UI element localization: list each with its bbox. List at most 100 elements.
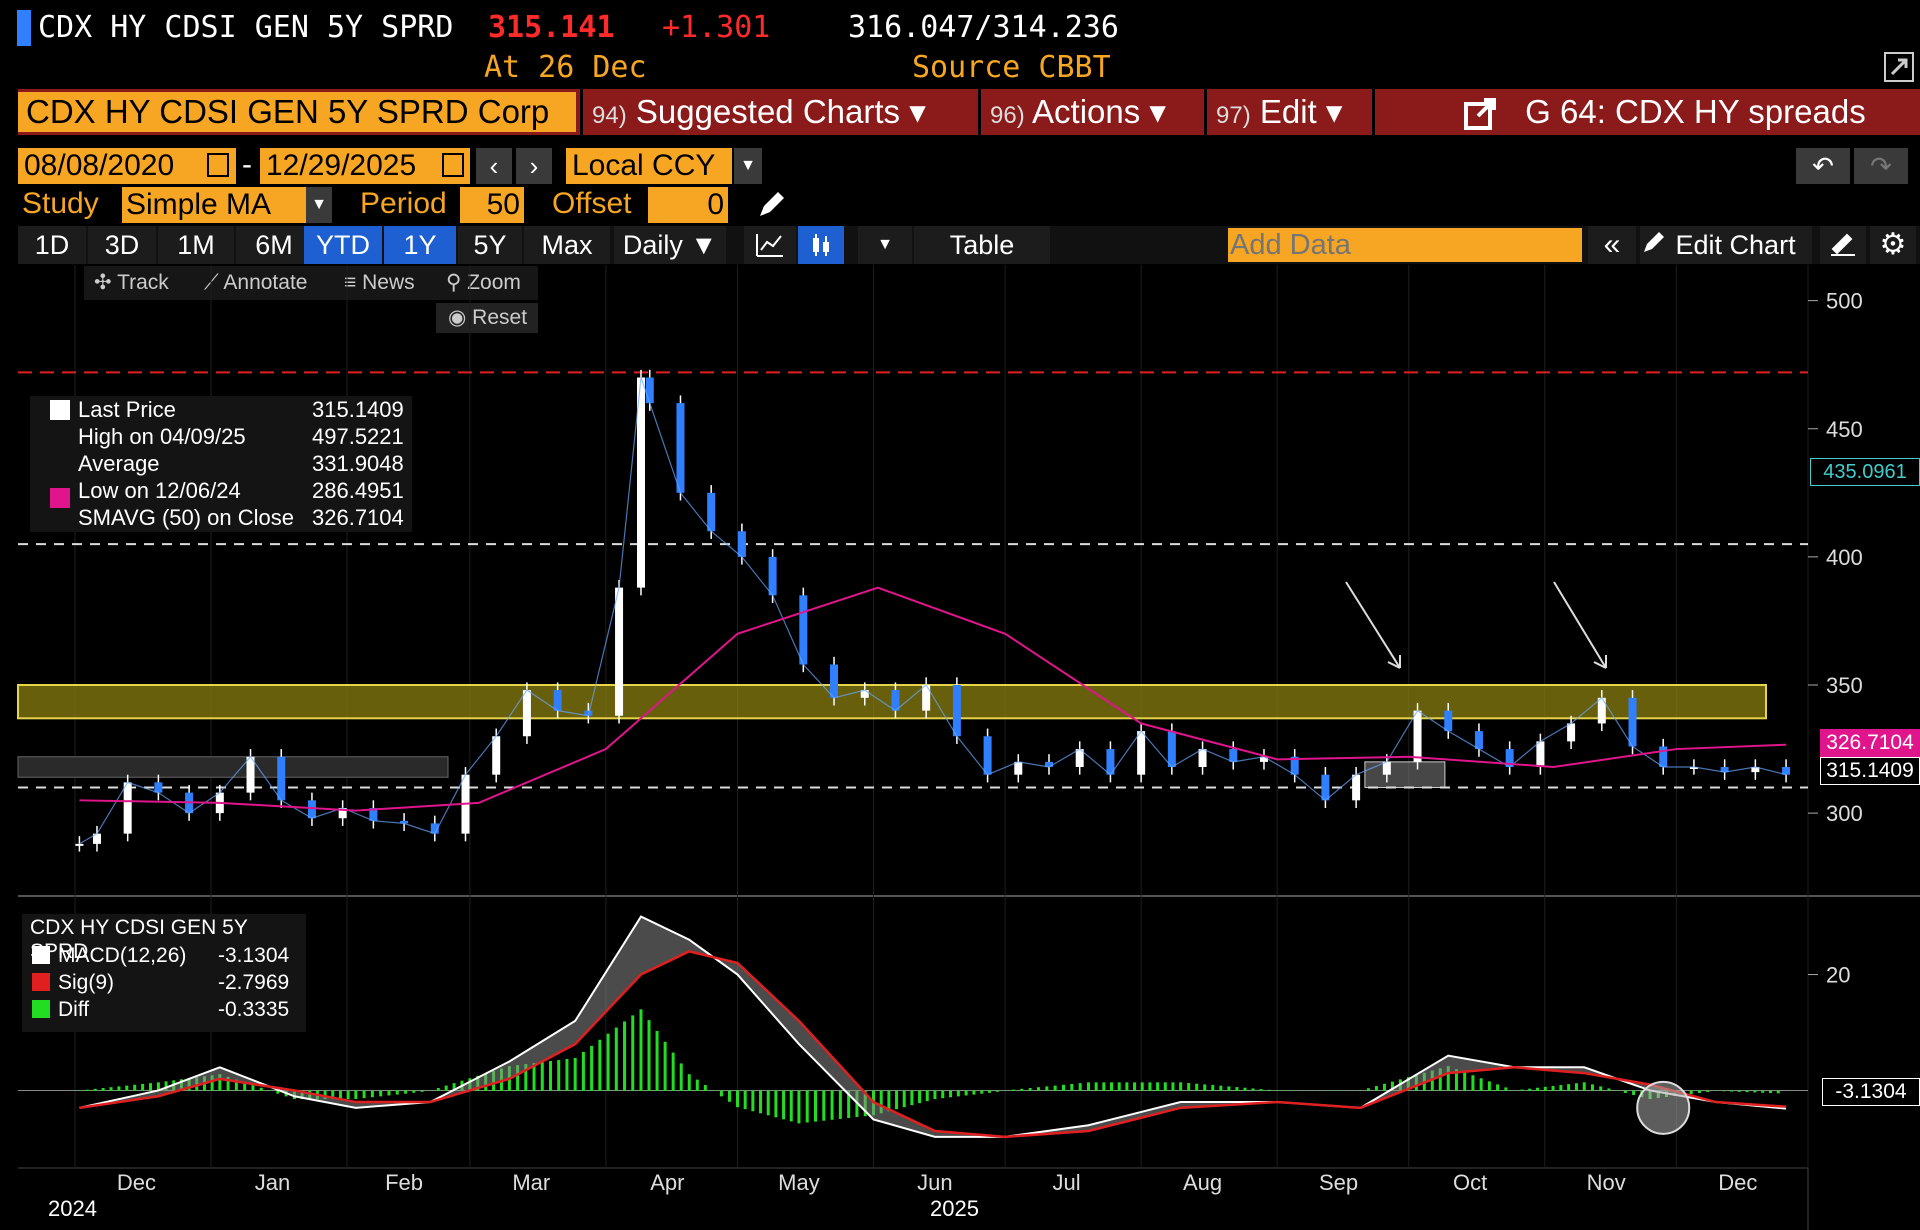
macd-diff-bar — [516, 1065, 520, 1091]
price-candle — [553, 690, 562, 711]
macd-diff-bar — [234, 1079, 238, 1091]
start-date-field[interactable]: 08/08/2020 — [18, 148, 236, 184]
range-max[interactable]: Max — [524, 226, 610, 264]
macd-diff-bar — [1117, 1082, 1121, 1091]
macd-diff-bar — [540, 1062, 544, 1091]
price-candle — [1259, 756, 1268, 762]
macd-diff-bar — [910, 1090, 914, 1106]
period-field[interactable]: 50 — [460, 187, 524, 223]
legend-label: SMAVG (50) on Close — [78, 505, 295, 530]
collapse-icon[interactable]: « — [1588, 226, 1636, 264]
price-candle — [983, 736, 992, 775]
macd-diff-bar — [814, 1090, 818, 1122]
macd-value: -0.3335 — [218, 998, 290, 1021]
macd-diff-bar — [164, 1081, 168, 1091]
x-tick-label: Oct — [1453, 1170, 1488, 1195]
macd-diff-bar — [797, 1090, 801, 1124]
macd-value-tag: -3.1304 — [1822, 1078, 1920, 1106]
edit-menu[interactable]: 97) Edit ▾ — [1216, 89, 1342, 135]
macd-diff-bar — [631, 1015, 635, 1091]
macd-diff-bar — [805, 1090, 809, 1123]
macd-diff-bar — [1535, 1087, 1539, 1091]
macd-diff-bar — [1219, 1085, 1223, 1091]
security-field[interactable]: CDX HY CDSI GEN 5Y SPRD Corp — [18, 92, 576, 132]
macd-diff-bar — [581, 1051, 585, 1091]
study-dropdown-icon[interactable]: ▼ — [306, 187, 332, 223]
table-button[interactable]: Table — [914, 226, 1050, 264]
add-data-field[interactable] — [1228, 228, 1582, 262]
macd-diff-bar — [1179, 1082, 1183, 1091]
range-ytd[interactable]: YTD — [304, 226, 382, 264]
price-candle — [1014, 761, 1023, 775]
macd-diff-bar — [933, 1090, 937, 1100]
range-6m[interactable]: 6M — [236, 226, 312, 264]
macd-diff-bar — [1761, 1090, 1765, 1093]
range-1d[interactable]: 1D — [18, 226, 86, 264]
macd-diff-bar — [524, 1064, 528, 1091]
price-change: +1.301 — [662, 10, 771, 45]
macd-diff-bar — [1350, 1090, 1354, 1091]
macd-diff-bar — [276, 1090, 280, 1094]
price-candle — [891, 690, 900, 711]
legend-label: Average — [78, 451, 160, 476]
add-data-input[interactable] — [1228, 228, 1582, 262]
range-5y[interactable]: 5Y — [458, 226, 522, 264]
support-box — [17, 756, 449, 778]
currency-dropdown-icon[interactable]: ▼ — [734, 148, 762, 184]
line-chart-icon[interactable] — [744, 226, 796, 264]
gear-icon[interactable]: ⚙ — [1870, 226, 1916, 264]
draw-icon[interactable] — [1820, 226, 1866, 264]
range-1m[interactable]: 1M — [158, 226, 234, 264]
ticker-title: CDX HY CDSI GEN 5Y SPRD — [38, 10, 454, 45]
macd-diff-bar — [141, 1083, 145, 1091]
undo-icon[interactable]: ↶ — [1796, 148, 1850, 184]
reset-button[interactable]: ◉ Reset — [436, 303, 538, 333]
external-link-icon — [1462, 96, 1498, 132]
candle-chart-icon[interactable] — [798, 226, 844, 264]
calendar-icon[interactable] — [442, 153, 464, 177]
next-period-button[interactable]: › — [516, 148, 552, 184]
edit-chart-button[interactable]: Edit Chart — [1640, 226, 1812, 264]
expand-icon[interactable] — [1884, 52, 1914, 82]
macd-diff-bar — [1697, 1090, 1701, 1093]
macd-diff-bar — [925, 1090, 929, 1102]
pencil-icon[interactable] — [756, 190, 786, 225]
redo-icon[interactable]: ↷ — [1854, 148, 1908, 184]
suggested-charts-menu[interactable]: 94) Suggested Charts ▾ — [592, 89, 926, 135]
macd-diff-bar — [1267, 1089, 1271, 1091]
study-select[interactable]: Simple MA — [122, 187, 312, 223]
macd-diff-bar — [1737, 1090, 1741, 1092]
price-candle — [1352, 774, 1361, 801]
macd-diff-bar — [354, 1090, 358, 1100]
actions-menu[interactable]: 96) Actions ▾ — [990, 89, 1166, 135]
x-tick-label: May — [778, 1170, 820, 1195]
macd-diff-bar — [226, 1076, 230, 1091]
macd-diff-bar — [1203, 1084, 1207, 1091]
macd-diff-bar — [117, 1086, 121, 1091]
macd-diff-bar — [1325, 1090, 1329, 1091]
offset-field[interactable]: 0 — [648, 187, 728, 223]
zoom-tool[interactable]: ⚲ Zoom — [446, 271, 521, 294]
macd-diff-bar — [1574, 1083, 1578, 1091]
price-candle — [645, 377, 654, 404]
price-candle — [615, 587, 624, 716]
macd-diff-bar — [736, 1090, 740, 1108]
menu-num: 96) — [990, 102, 1025, 129]
chart-type-dropdown-icon[interactable]: ▼ — [858, 226, 912, 264]
price-candle — [1567, 723, 1576, 742]
macd-diff-bar — [703, 1085, 707, 1091]
prev-period-button[interactable]: ‹ — [476, 148, 512, 184]
price-candle — [369, 808, 378, 821]
offset-label: Offset — [552, 187, 632, 220]
range-1y[interactable]: 1Y — [384, 226, 456, 264]
macd-diff-bar — [647, 1020, 651, 1091]
end-date-field[interactable]: 12/29/2025 — [260, 148, 470, 184]
track-tool[interactable]: ✣ Track — [94, 271, 169, 294]
calendar-icon[interactable] — [207, 153, 229, 177]
macd-diff-bar — [1227, 1086, 1231, 1091]
currency-select[interactable]: Local CCY — [566, 148, 732, 184]
chart-name-button[interactable]: G 64: CDX HY spreads — [1462, 89, 1866, 135]
frequency-select[interactable]: Daily ▼ — [614, 226, 726, 264]
range-3d[interactable]: 3D — [88, 226, 156, 264]
